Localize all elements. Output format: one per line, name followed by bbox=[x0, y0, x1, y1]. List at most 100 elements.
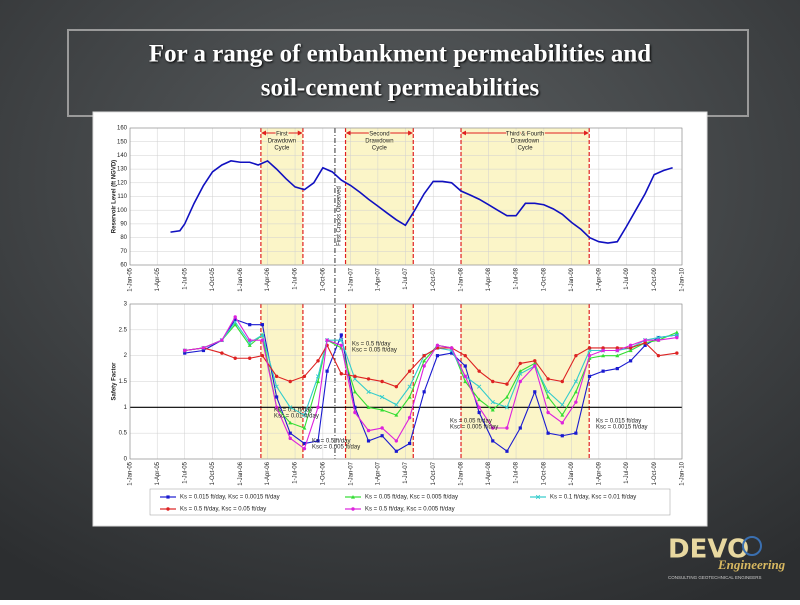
y-axis-label: Safety Factor bbox=[112, 362, 118, 401]
legend-marker bbox=[535, 494, 541, 500]
data-point bbox=[233, 317, 237, 322]
data-point bbox=[407, 369, 412, 373]
data-point bbox=[628, 343, 633, 348]
x-tick-label: 1-Jan-10 bbox=[680, 461, 686, 485]
data-point bbox=[656, 338, 661, 342]
data-point bbox=[675, 351, 679, 355]
x-tick-label: 1-Jul-07 bbox=[403, 267, 409, 289]
x-tick-label: 1-Apr-08 bbox=[486, 267, 492, 291]
data-point bbox=[302, 426, 307, 430]
data-point bbox=[394, 413, 399, 417]
cycle-label: Cycle bbox=[518, 146, 534, 152]
data-point bbox=[366, 389, 371, 394]
y-tick-label: 90 bbox=[120, 221, 127, 227]
data-point bbox=[573, 389, 578, 394]
data-point bbox=[518, 379, 522, 384]
y-axis-label: Reservoir Level (ft NGVD) bbox=[112, 160, 118, 233]
data-point bbox=[339, 343, 344, 348]
legend-marker bbox=[351, 507, 355, 511]
data-point bbox=[643, 338, 647, 342]
data-point bbox=[288, 379, 292, 384]
data-point bbox=[407, 395, 412, 399]
data-point bbox=[248, 323, 252, 327]
data-point bbox=[656, 353, 661, 358]
y-tick-label: 0 bbox=[124, 457, 128, 463]
annotation: Ksc = 0.01 ft/day bbox=[274, 414, 319, 420]
data-point bbox=[408, 441, 412, 446]
y-tick-label: 140 bbox=[117, 153, 128, 159]
data-point bbox=[302, 446, 307, 451]
data-point bbox=[505, 449, 509, 453]
data-point bbox=[366, 439, 371, 443]
y-tick-label: 1 bbox=[124, 405, 128, 411]
x-tick-label: 1-Jan-05 bbox=[128, 267, 134, 291]
y-tick-label: 80 bbox=[120, 235, 127, 241]
data-point bbox=[435, 343, 440, 348]
x-tick-label: 1-Jul-05 bbox=[182, 461, 188, 483]
data-point bbox=[380, 379, 384, 384]
data-point bbox=[628, 346, 633, 350]
data-point bbox=[394, 402, 399, 407]
y-tick-label: 2 bbox=[124, 353, 128, 359]
x-tick-label: 1-Apr-07 bbox=[375, 267, 381, 291]
data-point bbox=[352, 376, 358, 382]
data-point bbox=[477, 405, 481, 410]
data-point bbox=[477, 410, 481, 415]
x-tick-label: 1-Oct-09 bbox=[652, 267, 658, 291]
data-point bbox=[315, 374, 321, 379]
cycle-label: Cycle bbox=[372, 146, 388, 152]
logo-name: DEVO bbox=[668, 535, 749, 565]
plot-frame bbox=[129, 303, 683, 460]
data-point bbox=[560, 379, 564, 384]
data-point bbox=[233, 319, 238, 325]
x-tick-label: 1-Jan-07 bbox=[348, 461, 354, 485]
series-line bbox=[184, 342, 677, 388]
data-point bbox=[491, 426, 495, 430]
legend-label: Ks = 0.5 ft/day, Ksc = 0.05 ft/day bbox=[180, 507, 266, 513]
data-point bbox=[233, 322, 238, 327]
data-point bbox=[533, 390, 537, 394]
data-point bbox=[477, 397, 482, 402]
logo-tagline: CONSULTING GEOTECHNICAL ENGINEERS bbox=[668, 575, 762, 580]
annotation: Ks = 0.5 ft/day bbox=[352, 342, 391, 348]
data-point bbox=[302, 441, 307, 446]
data-point bbox=[274, 405, 279, 410]
data-point bbox=[366, 405, 371, 409]
x-tick-label: 1-Apr-09 bbox=[596, 461, 602, 485]
data-point bbox=[316, 439, 320, 443]
data-point bbox=[477, 369, 481, 373]
logo-script: Engineering bbox=[717, 557, 786, 572]
data-point bbox=[316, 379, 321, 384]
data-point bbox=[560, 421, 564, 425]
data-point bbox=[422, 390, 426, 394]
x-tick-label: 1-Oct-06 bbox=[320, 461, 326, 485]
data-point bbox=[533, 359, 537, 363]
y-tick-label: 120 bbox=[117, 180, 128, 186]
x-tick-label: 1-Oct-08 bbox=[541, 267, 547, 291]
annotation: Ksc = 0.0015 ft/day bbox=[596, 425, 648, 431]
data-point bbox=[615, 353, 620, 358]
data-point bbox=[601, 353, 606, 358]
data-point bbox=[366, 428, 371, 433]
data-point bbox=[260, 332, 265, 338]
data-point bbox=[601, 348, 605, 353]
cycle-label: Third & Fourth bbox=[506, 132, 544, 138]
x-tick-label: 1-Oct-05 bbox=[210, 461, 216, 485]
data-point bbox=[316, 405, 320, 410]
annotation: Ksc = 0.005 ft/day bbox=[312, 445, 360, 451]
x-tick-label: 1-Jul-06 bbox=[293, 267, 299, 289]
data-point bbox=[532, 361, 537, 366]
data-point bbox=[574, 431, 578, 435]
slide-title: For a range of embankment permeabilities… bbox=[149, 41, 651, 68]
legend-label: Ks = 0.05 ft/day, Ksc = 0.005 ft/day bbox=[365, 495, 458, 501]
data-point bbox=[339, 338, 344, 343]
x-tick-label: 1-Oct-07 bbox=[431, 267, 437, 291]
x-tick-label: 1-Jul-05 bbox=[182, 267, 188, 289]
x-tick-label: 1-Jan-08 bbox=[459, 267, 465, 291]
data-point bbox=[674, 332, 679, 338]
data-point bbox=[643, 343, 647, 347]
data-point bbox=[248, 338, 252, 342]
x-tick-label: 1-Jan-05 bbox=[128, 461, 134, 485]
cycle-label: Drawdown bbox=[511, 139, 539, 145]
y-tick-label: 110 bbox=[117, 194, 127, 200]
